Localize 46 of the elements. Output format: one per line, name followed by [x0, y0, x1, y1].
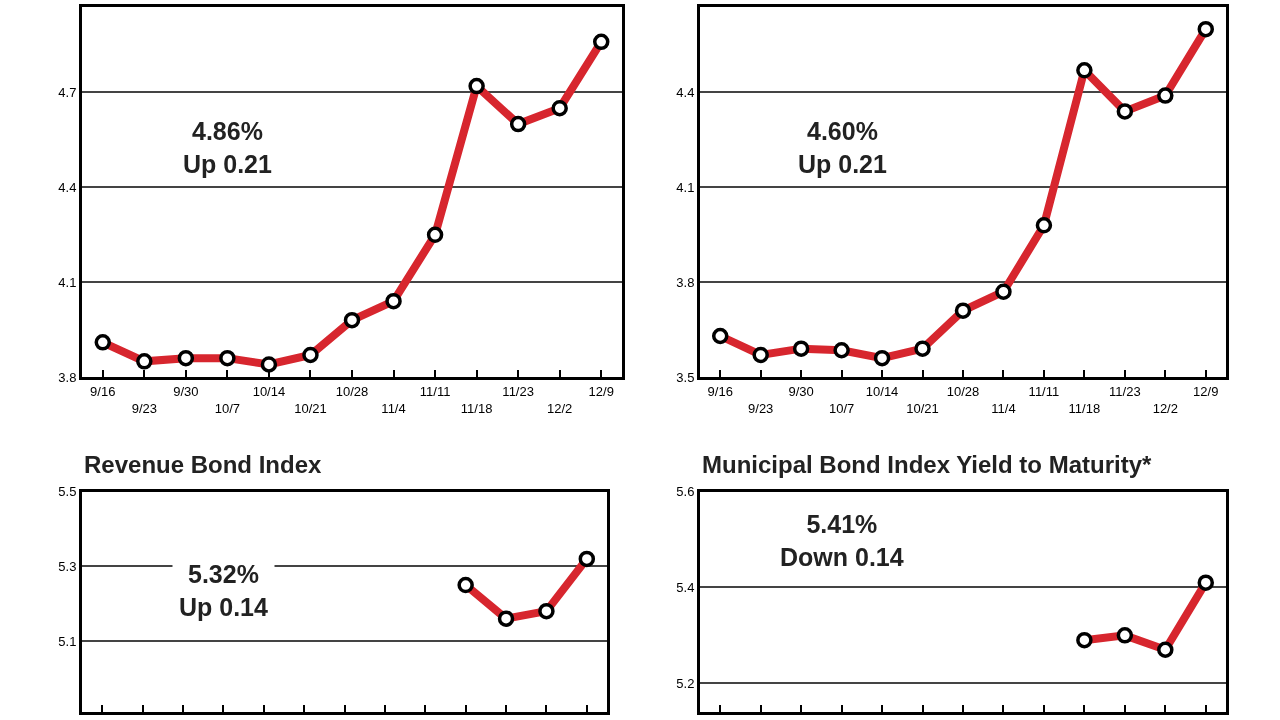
y-tick-label: 3.8 [58, 369, 77, 385]
annotation: 5.32% Up 0.14 [179, 560, 269, 621]
x-tick-label: 10/28 [335, 383, 369, 399]
x-tick-label: 11/18 [460, 400, 493, 416]
x-tick-label: 9/23 [131, 400, 157, 416]
x-tick-label: 11/23 [502, 383, 534, 399]
y-tick-label: 3.8 [676, 274, 695, 290]
x-tick-label: 9/23 [748, 400, 774, 416]
x-tick-label: 9/30 [173, 383, 199, 399]
x-tick-label: 9/30 [788, 383, 814, 399]
x-tick-label: 11/18 [1068, 400, 1101, 416]
annotation: 4.60% Up 0.21 [798, 117, 888, 178]
x-tick-label: 10/7 [828, 400, 855, 416]
y-tick-label: 3.5 [676, 369, 695, 385]
x-tick-label: 12/9 [1193, 383, 1219, 399]
x-tick-label: 10/14 [865, 383, 899, 399]
x-tick-label: 11/11 [1028, 383, 1060, 399]
y-tick-label: 4.4 [676, 84, 695, 100]
x-tick-label: 11/4 [991, 400, 1016, 416]
x-tick-label: 12/2 [547, 400, 573, 416]
y-tick-label: 4.7 [58, 84, 77, 100]
x-tick-label: 10/7 [214, 400, 241, 416]
y-tick-label: 4.1 [58, 274, 77, 290]
y-tick-label: 5.1 [58, 633, 77, 649]
y-tick-label: 5.6 [676, 484, 695, 500]
x-tick-label: 11/11 [419, 383, 451, 399]
x-tick-label: 9/16 [707, 383, 733, 399]
y-tick-label: 5.5 [58, 484, 77, 500]
x-tick-label: 10/28 [946, 383, 980, 399]
x-tick-label: 12/2 [1152, 400, 1178, 416]
y-tick-label: 4.1 [676, 179, 695, 195]
y-tick-label: 5.2 [676, 675, 695, 691]
y-tick-label: 5.3 [58, 558, 77, 574]
annotation: 4.86% Up 0.21 [183, 117, 273, 178]
x-tick-label: 10/21 [906, 400, 939, 416]
y-tick-label: 4.4 [58, 179, 77, 195]
x-tick-label: 11/23 [1109, 383, 1141, 399]
x-tick-label: 12/9 [588, 383, 614, 399]
x-tick-label: 10/14 [252, 383, 286, 399]
x-tick-label: 11/4 [381, 400, 406, 416]
x-tick-label: 10/21 [294, 400, 327, 416]
chart-title: Municipal Bond Index Yield to Maturity* [702, 451, 1153, 478]
chart-title: Revenue Bond Index [84, 451, 323, 478]
y-tick-label: 5.4 [676, 580, 695, 596]
annotation: 5.41% Down 0.14 [780, 510, 904, 571]
x-tick-label: 9/16 [90, 383, 116, 399]
